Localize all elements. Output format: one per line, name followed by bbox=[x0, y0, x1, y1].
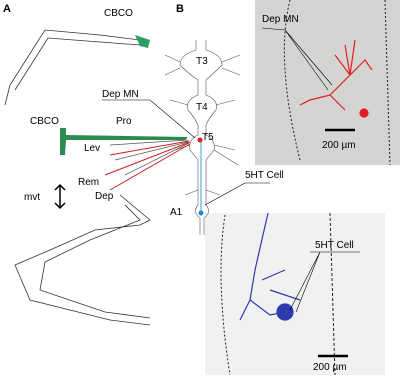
neuron-blue bbox=[239, 212, 301, 321]
label: Dep bbox=[95, 191, 114, 202]
dep-mn-soma bbox=[197, 137, 203, 143]
leg-upper bbox=[4, 29, 141, 106]
cell-label: 5HT Cell bbox=[245, 170, 284, 181]
leg-lower bbox=[14, 194, 151, 326]
pointer bbox=[289, 251, 360, 313]
label: mvt bbox=[24, 192, 40, 203]
neuron-red bbox=[299, 39, 373, 118]
scale-label: 200 µm bbox=[322, 140, 356, 151]
pointer bbox=[204, 182, 270, 206]
micrograph-bottom bbox=[205, 213, 385, 375]
mvt-arrow bbox=[54, 183, 66, 210]
ventral-nerve-cord bbox=[179, 40, 223, 235]
pointer bbox=[102, 99, 196, 139]
photo-label: Dep MN bbox=[262, 14, 299, 25]
outline bbox=[384, 0, 391, 166]
label: Pro bbox=[116, 116, 132, 127]
photo-label: 5HT Cell bbox=[315, 240, 354, 251]
pointer bbox=[261, 27, 333, 91]
5ht-soma bbox=[198, 210, 204, 216]
nerves bbox=[109, 139, 190, 176]
ganglion-label: T4 bbox=[196, 102, 208, 113]
micrograph-top bbox=[255, 0, 400, 165]
scale-label: 200 µm bbox=[313, 362, 347, 373]
ganglion-label: T5 bbox=[202, 132, 214, 143]
cbco-top bbox=[135, 35, 150, 48]
nerve-roots bbox=[164, 54, 241, 196]
dep-nerve bbox=[104, 140, 191, 191]
outline bbox=[220, 214, 231, 376]
label: Dep MN bbox=[102, 89, 139, 100]
ganglion-label: A1 bbox=[170, 207, 183, 218]
label: Rem bbox=[78, 177, 99, 188]
label: Lev bbox=[84, 143, 100, 154]
label: CBCO bbox=[30, 116, 59, 127]
outline bbox=[329, 212, 336, 376]
label: CBCO bbox=[104, 8, 133, 19]
panel-label: B bbox=[176, 3, 184, 15]
ganglion-label: T3 bbox=[196, 56, 208, 67]
panel-label: A bbox=[3, 3, 11, 15]
